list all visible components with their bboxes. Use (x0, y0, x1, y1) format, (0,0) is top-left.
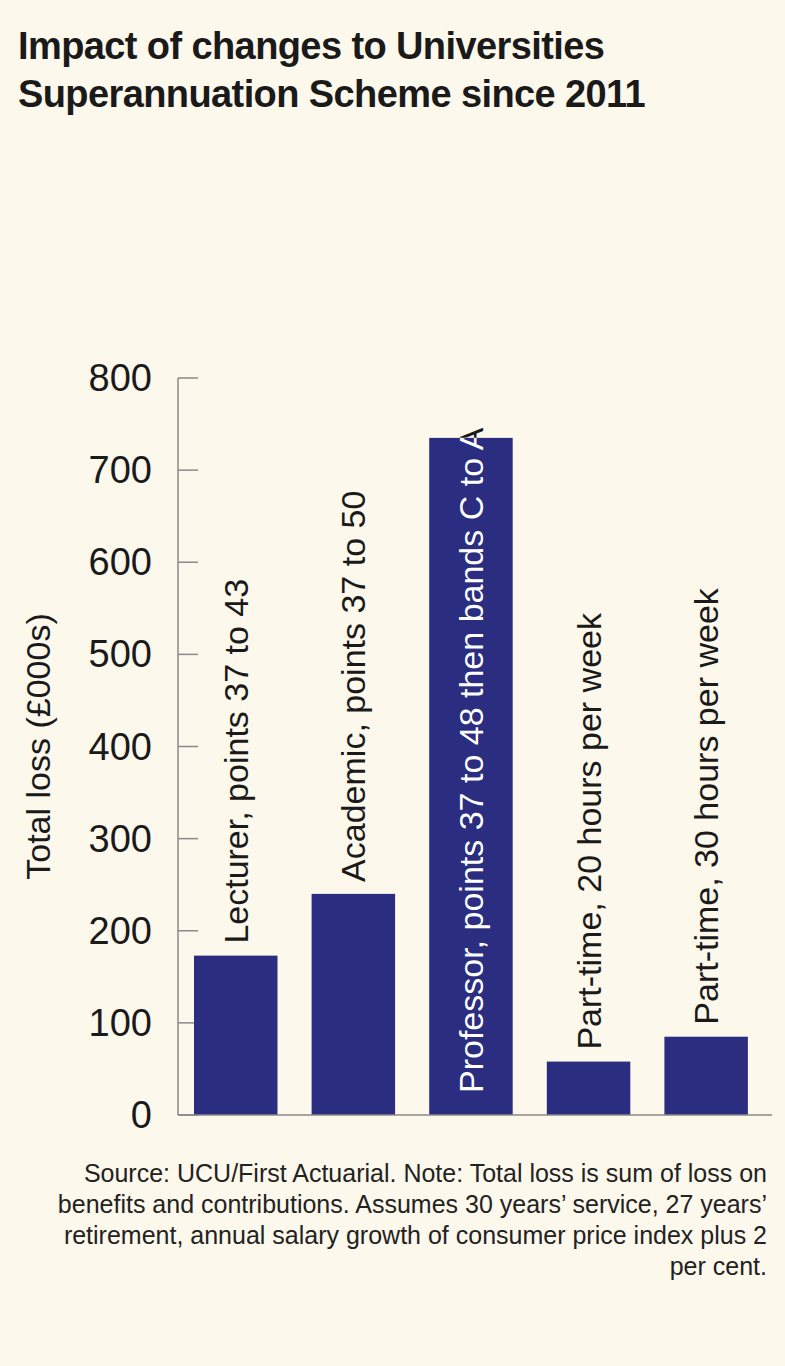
y-tick (178, 654, 198, 656)
source-note: Source: UCU/First Actuarial. Note: Total… (27, 1158, 767, 1282)
title: Impact of changes to Universities Supera… (18, 22, 763, 118)
chart: 0 100 200 300 400 500 600 700 800 Total loss (£00… (0, 0, 785, 1150)
y-tick (178, 930, 198, 932)
y-tick-label: 0 (131, 1094, 152, 1136)
y-tick-label: 500 (89, 633, 152, 675)
bar (194, 956, 277, 1115)
category-label: Lecturer, points 37 to 43 (217, 579, 255, 944)
bar (664, 1037, 747, 1115)
x-axis (178, 1114, 772, 1116)
y-tick-label: 400 (89, 726, 152, 768)
y-tick (178, 469, 198, 471)
y-tick (178, 562, 198, 564)
y-tick-label: 600 (89, 541, 152, 583)
category-label: Part-time, 30 hours per week (687, 587, 725, 1025)
y-tick (178, 746, 198, 748)
y-tick-label: 200 (89, 910, 152, 952)
y-tick-label: 800 (89, 357, 152, 399)
y-tick-label: 100 (89, 1002, 152, 1044)
y-tick (178, 838, 198, 840)
y-tick-label: 300 (89, 818, 152, 860)
category-label: Part-time, 20 hours per week (570, 612, 608, 1050)
category-label: Professor, points 37 to 48 then bands C … (452, 427, 490, 1093)
bar (312, 894, 395, 1115)
y-tick (178, 377, 198, 379)
bar-labels: Lecturer, points 37 to 43 Academic, point… (217, 427, 725, 1093)
bar (547, 1062, 630, 1115)
y-axis-label: Total loss (£000s) (19, 613, 57, 879)
category-label: Academic, points 37 to 50 (334, 491, 372, 882)
y-tick-label: 700 (89, 449, 152, 491)
